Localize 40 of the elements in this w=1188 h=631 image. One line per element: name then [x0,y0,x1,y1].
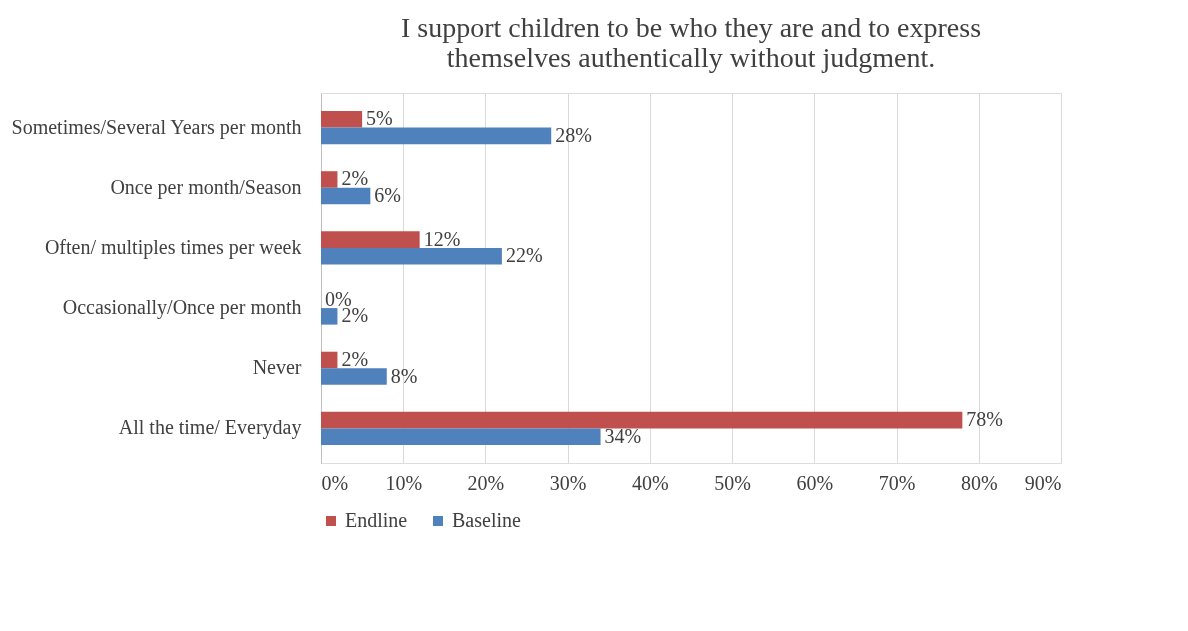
bar [321,111,363,128]
x-tick-label: 20% [467,471,505,494]
y-tick-label: Sometimes/Several Years per month [11,115,302,139]
y-tick-label: All the time/ Everyday [118,416,302,440]
data-label: 12% [423,227,461,250]
bar [321,231,420,248]
bar [321,171,338,188]
bar [321,127,552,145]
bar [321,428,601,445]
bar [321,247,502,265]
x-tick-label: 50% [714,471,751,494]
data-label: 5% [366,107,393,130]
data-label: 6% [374,184,402,207]
data-label: 2% [341,167,369,190]
x-tick-label: 0% [321,471,349,494]
x-tick-label: 90% [1024,471,1062,494]
data-label: 8% [390,364,418,387]
y-tick-label: Occasionally/Once per month [62,296,302,320]
y-tick-label: Once per month/Season [110,175,302,199]
data-label: 78% [966,408,1004,431]
data-label: 22% [505,244,543,267]
x-tick-label: 10% [385,471,423,494]
x-tick-label: 60% [796,471,834,494]
data-label: 28% [555,123,592,146]
chart-title: I support children to be who they are and to express themselves authentically without judgment. [400,12,982,73]
x-tick-label: 70% [878,471,916,494]
data-label: 34% [604,424,642,447]
x-tick-label: 80% [960,471,998,494]
data-label: 2% [341,347,369,370]
bar [321,308,338,325]
legend-label: Baseline [452,509,521,531]
bar [321,187,371,205]
bar [321,368,387,385]
legend-label: Endline [345,509,408,531]
bar [321,411,963,429]
y-tick-label: Often/ multiples times per week [44,235,302,259]
y-tick-label: Never [252,356,302,379]
x-tick-label: 30% [549,471,587,494]
x-tick-label: 40% [632,471,669,494]
bar [321,351,338,369]
